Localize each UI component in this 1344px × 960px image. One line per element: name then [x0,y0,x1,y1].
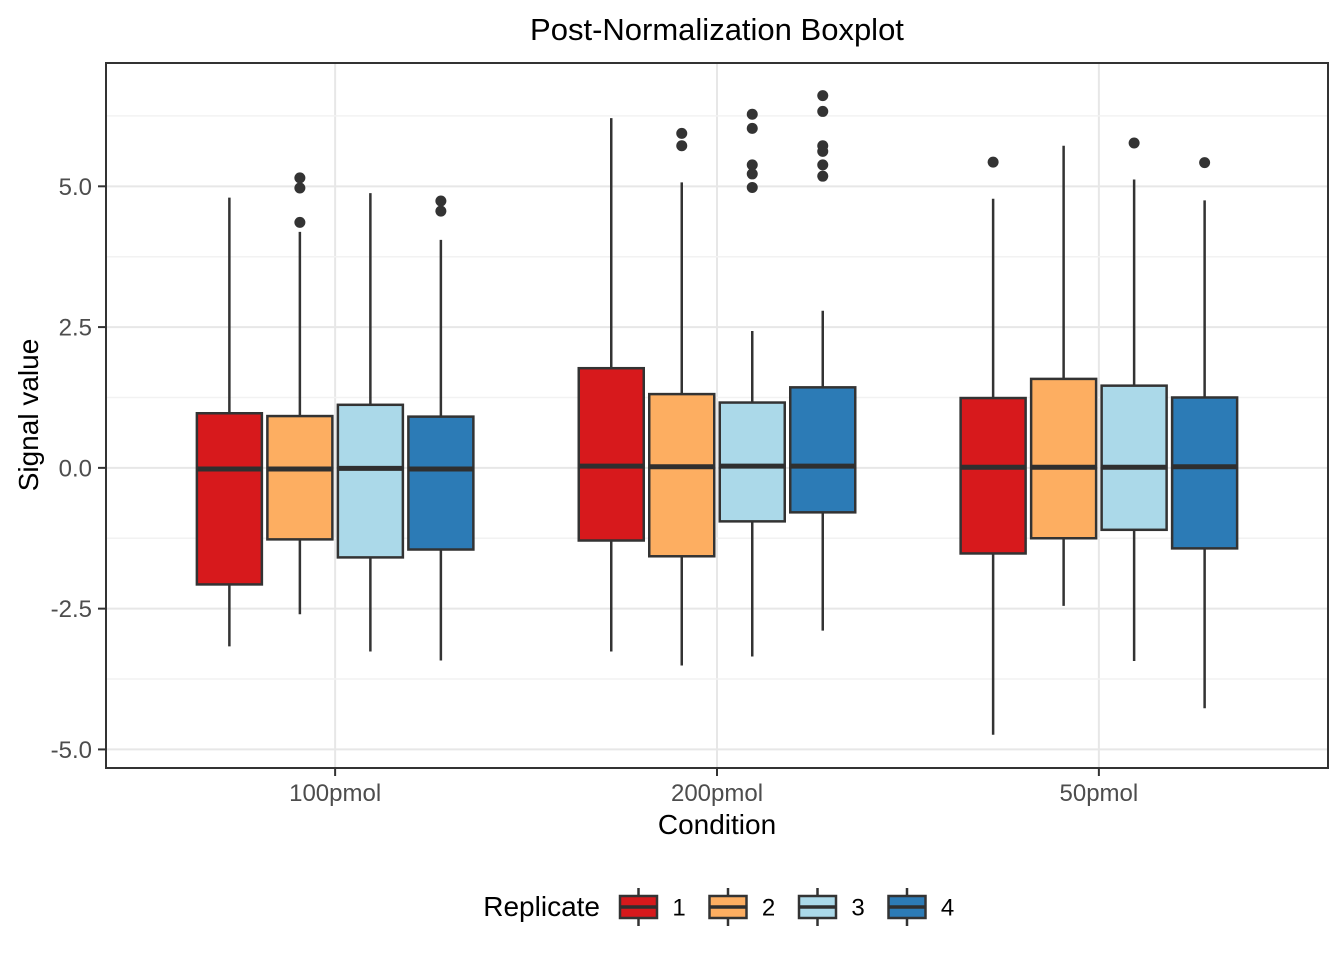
x-tick-label-200pmol: 200pmol [671,780,763,807]
iqr-box [266,414,334,541]
legend-item-4: 4 [887,888,954,926]
outlier-point [817,105,829,117]
legend-label-2: 2 [762,895,775,922]
outlier-point [294,182,306,194]
outlier-point [1199,157,1211,169]
box-100pmol-replicate-2 [266,172,334,615]
iqr-box [1170,396,1239,550]
axes: 5.0 2.5 0.0 -2.5 -5.0 100pmol 200pmol 50pmol [51,174,1139,807]
boxplot-data-layer [105,62,1329,769]
legend-title: Replicate [483,891,600,922]
box-100pmol-replicate-3 [336,193,405,652]
outlier-point [1128,137,1140,149]
x-axis-title: Condition [658,809,776,840]
box-200pmol-replicate-2 [648,127,716,666]
y-tick-label: 2.5 [59,315,92,342]
outlier-point [746,108,758,120]
legend-item-2: 2 [708,888,775,926]
y-tick-label: 0.0 [59,455,92,482]
outlier-point [817,159,829,171]
legend-label-3: 3 [851,895,864,922]
box-50pmol-replicate-1 [959,156,1027,735]
box-100pmol-replicate-4 [407,195,475,661]
outlier-point [435,195,447,207]
outlier-point [435,205,447,217]
iqr-box [1029,377,1098,540]
iqr-box [789,386,857,514]
legend-label-4: 4 [941,895,954,922]
box-50pmol-replicate-4 [1170,157,1239,709]
legend-item-1: 1 [618,888,686,926]
x-tick-label-100pmol: 100pmol [289,780,381,807]
box-200pmol-replicate-4 [789,90,857,631]
box-50pmol-replicate-2 [1029,145,1098,606]
iqr-box [648,392,716,558]
y-tick-label: 5.0 [59,174,92,201]
legend-item-3: 3 [797,888,865,926]
iqr-box [577,366,645,542]
outlier-point [294,172,306,184]
outlier-point [746,168,758,180]
outlier-point [746,122,758,134]
iqr-box [718,401,786,523]
box-200pmol-replicate-1 [577,118,645,652]
y-axis-title: Signal value [13,339,44,492]
outlier-point [676,140,688,152]
plot-title: Post-Normalization Boxplot [530,12,904,47]
outlier-point [746,159,758,171]
y-tick-label: -2.5 [51,596,92,623]
outlier-point [294,216,306,228]
outlier-point [817,90,829,102]
x-tick-label-50pmol: 50pmol [1060,780,1139,807]
iqr-box [407,415,475,551]
box-100pmol-replicate-1 [195,197,264,647]
legend-label-1: 1 [672,895,685,922]
iqr-box [336,403,405,559]
outlier-point [987,156,999,168]
outlier-point [746,181,758,193]
iqr-box [959,396,1027,555]
iqr-box [195,411,264,586]
box-200pmol-replicate-3 [718,108,786,657]
outlier-point [817,170,829,182]
iqr-box [1100,384,1168,532]
box-50pmol-replicate-3 [1100,137,1168,662]
outlier-point [676,127,688,139]
outlier-point [817,140,829,152]
y-tick-label: -5.0 [51,737,92,764]
legend: Replicate 1 2 3 4 [483,888,954,926]
